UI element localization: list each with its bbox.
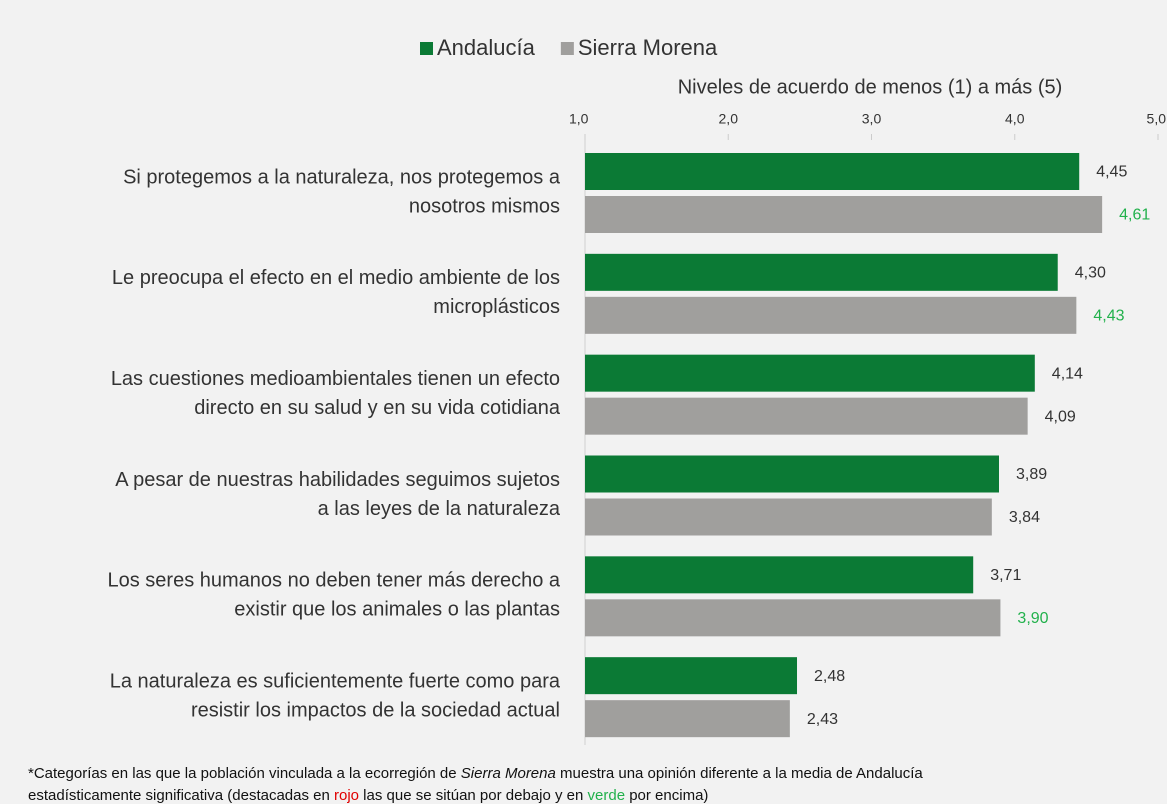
footnote-part: estadísticamente significativa (destacad…: [28, 787, 334, 804]
footnote-part: Sierra Morena: [461, 765, 556, 782]
footnote-part: las que se sitúan por debajo y en: [359, 787, 588, 804]
bar: [585, 657, 798, 695]
value-label: 4,61: [1119, 207, 1150, 224]
category-label: Le preocupa el efecto en el medio ambien…: [112, 267, 560, 289]
bar: [585, 556, 974, 594]
value-label: 4,09: [1045, 408, 1076, 425]
value-label: 2,48: [814, 668, 845, 685]
x-tick-label: 2,0: [719, 111, 739, 127]
bar: [585, 153, 1080, 190]
value-label: 3,89: [1016, 466, 1047, 483]
category-label: a las leyes de la naturaleza: [318, 498, 561, 520]
bar: [585, 700, 790, 738]
legend-label: Andalucía: [437, 35, 536, 60]
category-label: Si protegemos a la naturaleza, nos prote…: [123, 166, 561, 188]
legend-swatch: [560, 42, 574, 55]
bar: [585, 196, 1103, 233]
bar: [585, 397, 1028, 435]
x-tick-label: 1,0: [569, 111, 589, 127]
category-label: microplásticos: [433, 296, 560, 318]
footnote-part: verde: [588, 787, 626, 804]
footnote-part: rojo: [334, 787, 359, 804]
value-label: 2,43: [807, 711, 838, 728]
value-label: 3,90: [1017, 610, 1048, 627]
footnote-part: por encima): [625, 787, 708, 804]
bar: [585, 599, 1001, 637]
x-tick-label: 3,0: [862, 111, 882, 127]
x-tick-label: 4,0: [1005, 111, 1025, 127]
category-label: directo en su salud y en su vida cotidia…: [194, 397, 561, 419]
axis-title: Niveles de acuerdo de menos (1) a más (5…: [678, 76, 1063, 98]
bar: [585, 354, 1035, 392]
bar: [585, 296, 1077, 334]
category-label: A pesar de nuestras habilidades seguimos…: [115, 469, 560, 491]
value-label: 4,14: [1052, 365, 1083, 382]
bar: [585, 253, 1058, 291]
footnote: estadísticamente significativa (destacad…: [28, 787, 708, 804]
bar: [585, 498, 992, 536]
category-label: nosotros mismos: [409, 195, 560, 217]
category-label: existir que los animales o las plantas: [234, 599, 560, 621]
value-label: 4,45: [1096, 164, 1127, 181]
category-label: Las cuestiones medioambientales tienen u…: [111, 368, 560, 390]
x-tick-label: 5,0: [1147, 111, 1167, 127]
bar: [585, 455, 999, 493]
legend-label: Sierra Morena: [578, 35, 718, 60]
value-label: 4,43: [1093, 308, 1124, 325]
value-label: 3,84: [1009, 509, 1040, 526]
footnote-part: *Categorías en las que la población vinc…: [28, 765, 461, 782]
category-label: Los seres humanos no deben tener más der…: [107, 570, 560, 592]
value-label: 4,30: [1075, 265, 1106, 282]
legend-swatch: [420, 42, 433, 55]
footnote: *Categorías en las que la población vinc…: [28, 765, 923, 782]
footnote-part: muestra una opinión diferente a la media…: [556, 765, 924, 782]
category-label: resistir los impactos de la sociedad act…: [191, 699, 560, 721]
category-label: La naturaleza es suficientemente fuerte …: [110, 670, 561, 692]
value-label: 3,71: [990, 567, 1021, 584]
